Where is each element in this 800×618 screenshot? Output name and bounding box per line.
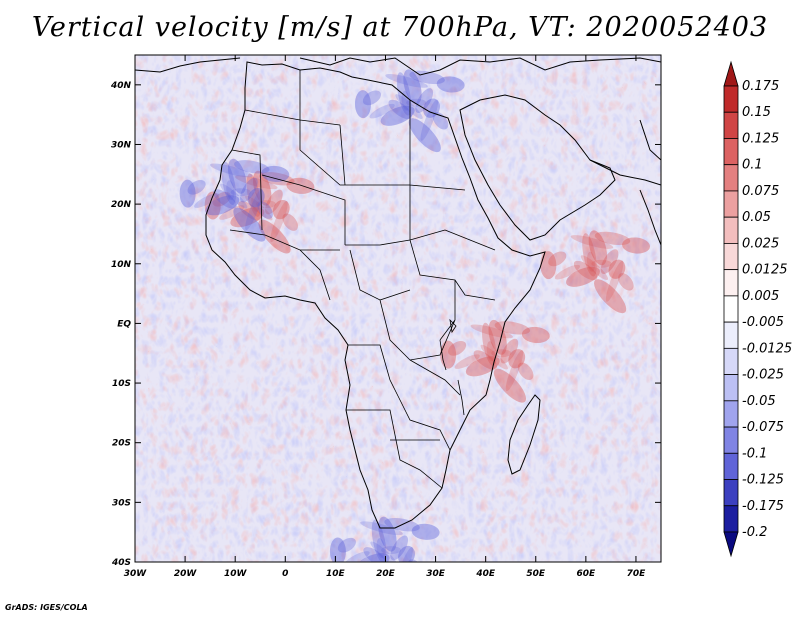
colorbar-label: -0.05 — [742, 394, 776, 409]
colorbar-segment — [724, 217, 738, 243]
x-tick-label: 30W — [124, 569, 148, 579]
colorbar-segment — [724, 427, 738, 453]
colorbar-segment — [724, 480, 738, 506]
colorbar-label: -0.0125 — [742, 341, 792, 356]
x-tick-label: 70E — [627, 569, 647, 579]
colorbar-segment — [724, 322, 738, 348]
colorbar-bottom-arrow — [724, 532, 738, 556]
credit-label: GrADS: IGES/COLA — [5, 603, 88, 612]
colorbar-segment — [724, 375, 738, 401]
colorbar-segment — [724, 270, 738, 296]
colorbar-segment — [724, 506, 738, 532]
colorbar: 0.175 0.15 0.125 0.1 0.075 0.05 0.025 0.0125 0.0… — [724, 62, 792, 556]
colorbar-segment — [724, 165, 738, 191]
colorbar-label: -0.175 — [742, 499, 784, 514]
colorbar-label: 0.075 — [742, 184, 779, 199]
y-tick-label: EQ — [117, 319, 131, 329]
y-tick-label: 10N — [111, 260, 132, 270]
x-tick-label: 50E — [526, 569, 546, 579]
colorbar-segment — [724, 453, 738, 479]
x-tick-label: 20W — [174, 569, 198, 579]
x-tick-label: 10E — [326, 569, 346, 579]
field-patch — [379, 561, 421, 604]
x-tick-label: 30E — [426, 569, 446, 579]
colorbar-label: 0.0125 — [742, 263, 788, 278]
colorbar-label: 0.175 — [742, 79, 779, 94]
x-tick-label: 0 — [282, 569, 288, 579]
x-tick-label: 20E — [376, 569, 396, 579]
colorbar-label: 0.125 — [742, 131, 779, 146]
colorbar-segment — [724, 86, 738, 112]
colorbar-label: 0.05 — [742, 210, 771, 225]
y-tick-label: 30S — [112, 498, 131, 508]
y-tick-label: 20N — [111, 200, 132, 210]
colorbar-segment — [724, 296, 738, 322]
colorbar-label: 0.15 — [742, 105, 771, 120]
colorbar-top-arrow — [724, 62, 738, 86]
colorbar-segment — [724, 112, 738, 138]
colorbar-label: -0.1 — [742, 446, 767, 461]
colorbar-label: -0.025 — [742, 368, 784, 383]
colorbar-segment — [724, 138, 738, 164]
colorbar-label: -0.005 — [742, 315, 784, 330]
y-tick-label: 40N — [110, 81, 132, 91]
colorbar-label: 0.1 — [742, 158, 763, 173]
colorbar-label: -0.075 — [742, 420, 784, 435]
velocity-field — [135, 55, 661, 604]
x-tick-label: 10W — [224, 569, 248, 579]
y-tick-label: 40S — [111, 558, 131, 568]
x-tick-label: 60E — [577, 569, 597, 579]
x-tick-label: 40E — [475, 569, 496, 579]
colorbar-segment — [724, 243, 738, 269]
colorbar-label: 0.025 — [742, 236, 779, 251]
colorbar-segment — [724, 401, 738, 427]
colorbar-label: -0.2 — [742, 525, 767, 540]
colorbar-segment — [724, 191, 738, 217]
y-tick-label: 20S — [112, 439, 131, 449]
map-figure: 30W 20W 10W 0 10E 20E 30E 40E 50E 60E 70E 40N 30N 20… — [0, 0, 800, 618]
y-tick-label: 10S — [112, 379, 131, 389]
colorbar-label: -0.125 — [742, 473, 784, 488]
colorbar-label: 0.005 — [742, 289, 779, 304]
y-tick-label: 30N — [111, 140, 132, 150]
colorbar-segment — [724, 348, 738, 374]
